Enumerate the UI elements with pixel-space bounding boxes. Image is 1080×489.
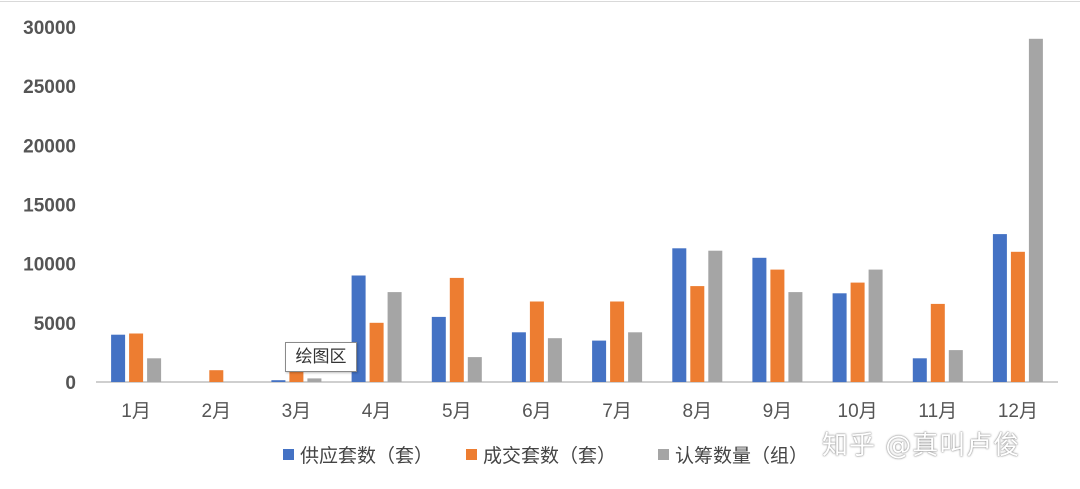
bar-series2-10月 bbox=[850, 282, 865, 382]
x-tick-label: 12月 bbox=[998, 401, 1038, 422]
bar-series3-11月 bbox=[948, 350, 963, 382]
bar-series1-6月 bbox=[511, 332, 526, 382]
bar-series3-5月 bbox=[467, 357, 482, 382]
y-tick-label: 5000 bbox=[34, 314, 76, 335]
x-tick-label: 9月 bbox=[763, 401, 793, 422]
bar-series2-12月 bbox=[1010, 251, 1025, 382]
bar-series3-7月 bbox=[628, 332, 643, 382]
bars-group bbox=[111, 38, 1043, 383]
bar-series2-11月 bbox=[930, 303, 945, 382]
legend: 供应套数（套） 成交套数（套） 认筹数量（组） bbox=[283, 445, 808, 467]
bar-series2-9月 bbox=[770, 269, 785, 382]
x-tick-label: 7月 bbox=[602, 401, 632, 422]
x-tick-label: 5月 bbox=[442, 401, 472, 422]
bar-series1-8月 bbox=[672, 248, 687, 382]
bar-series3-9月 bbox=[788, 292, 803, 382]
bar-series1-9月 bbox=[752, 257, 767, 383]
bar-series3-3月 bbox=[307, 378, 322, 382]
x-tick-label: 3月 bbox=[282, 401, 312, 422]
bar-series2-2月 bbox=[209, 370, 224, 382]
x-tick-label: 2月 bbox=[202, 401, 232, 422]
y-tick-label: 30000 bbox=[23, 18, 76, 39]
bar-series2-8月 bbox=[690, 286, 705, 382]
bar-series2-5月 bbox=[449, 277, 464, 382]
bar-series3-1月 bbox=[147, 358, 162, 382]
bar-series1-5月 bbox=[431, 316, 446, 382]
x-tick-label: 10月 bbox=[838, 401, 878, 422]
bar-series1-10月 bbox=[832, 293, 847, 383]
bar-series2-6月 bbox=[529, 301, 544, 382]
legend-swatch bbox=[466, 449, 477, 460]
y-tick-label: 15000 bbox=[23, 196, 76, 217]
bar-series3-10月 bbox=[868, 269, 883, 382]
bar-series1-1月 bbox=[111, 334, 126, 382]
y-tick-label: 0 bbox=[65, 373, 76, 394]
bar-series2-3月 bbox=[289, 370, 304, 382]
legend-label: 成交套数（套） bbox=[483, 445, 616, 467]
y-tick-label: 20000 bbox=[23, 136, 76, 157]
bar-series3-6月 bbox=[547, 338, 562, 382]
bar-series3-4月 bbox=[387, 292, 402, 382]
bar-series3-8月 bbox=[708, 250, 723, 382]
legend-swatch bbox=[283, 449, 294, 460]
x-tick-label: 4月 bbox=[362, 401, 392, 422]
watermark: 知乎 @真叫卢俊 bbox=[822, 431, 1021, 461]
bar-series2-1月 bbox=[129, 333, 144, 382]
x-tick-label: 6月 bbox=[522, 401, 552, 422]
bar-series2-7月 bbox=[610, 301, 625, 382]
bar-series3-12月 bbox=[1028, 38, 1043, 383]
plot-area-tooltip: 绘图区 bbox=[285, 342, 357, 372]
y-tick-label: 25000 bbox=[23, 77, 76, 98]
bar-series1-11月 bbox=[912, 358, 927, 382]
x-axis-labels: 1月 2月 3月 4月 5月 6月 7月 8月 9月 10月 11月 12月 bbox=[121, 401, 1038, 422]
bar-series1-7月 bbox=[592, 340, 607, 382]
legend-label: 认筹数量（组） bbox=[675, 445, 808, 467]
y-axis-labels: 0 5000 10000 15000 20000 25000 30000 bbox=[23, 18, 76, 394]
x-tick-label: 1月 bbox=[121, 401, 151, 422]
legend-swatch bbox=[658, 449, 669, 460]
x-tick-label: 8月 bbox=[683, 401, 713, 422]
y-tick-label: 10000 bbox=[23, 255, 76, 276]
x-tick-label: 11月 bbox=[918, 401, 957, 422]
bar-series2-4月 bbox=[369, 322, 384, 382]
legend-label: 供应套数（套） bbox=[300, 445, 433, 467]
bar-series1-12月 bbox=[992, 234, 1007, 382]
bar-series1-3月 bbox=[271, 380, 286, 382]
